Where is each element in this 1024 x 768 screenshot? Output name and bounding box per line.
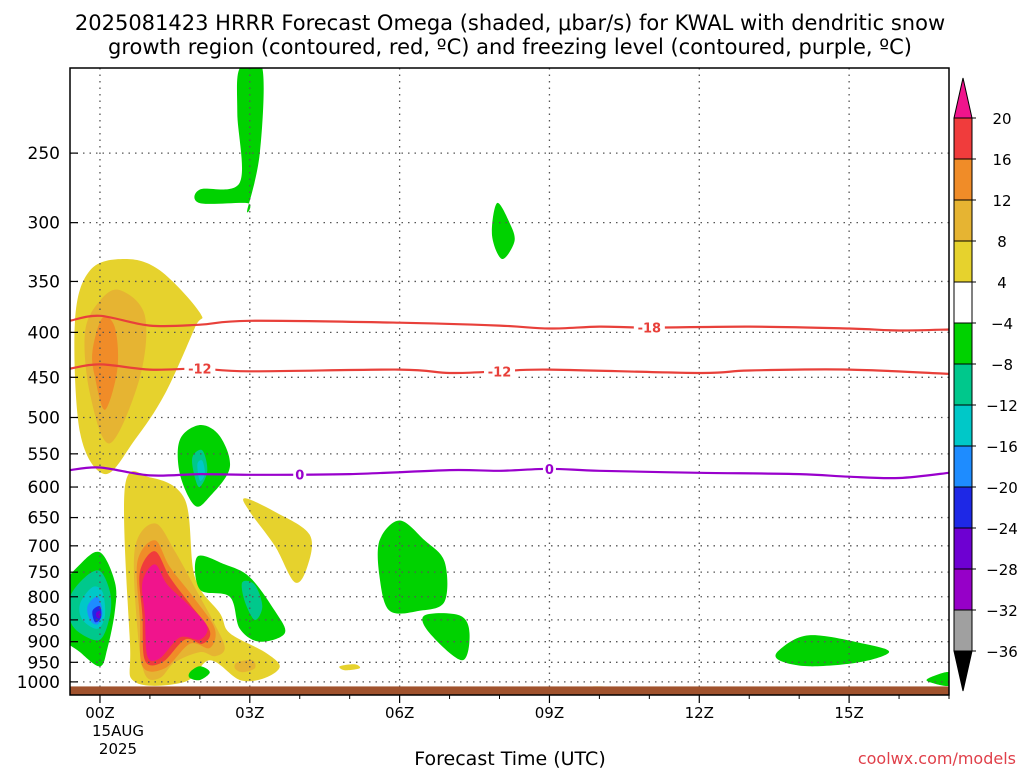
colorbar-label: 20 (992, 110, 1011, 128)
chart-title-line2: growth region (contoured, red, ºC) and f… (108, 35, 912, 59)
colorbar-label: −12 (986, 397, 1018, 415)
omega-region (491, 202, 515, 260)
contour-line (70, 363, 949, 375)
colorbar-label: −28 (986, 561, 1018, 579)
y-tick-label: 250 (28, 144, 60, 164)
ground-surface (70, 686, 949, 695)
contour-label-bg (484, 364, 516, 379)
contour-layer: -18 -12 -12 0 0 (70, 314, 949, 483)
omega-region (377, 520, 448, 614)
colorbar-label: 16 (992, 151, 1011, 169)
omega-region (339, 664, 361, 671)
colorbar-segment (953, 609, 973, 652)
contour-label: -18 (638, 322, 662, 337)
colorbar-label: −16 (986, 438, 1018, 456)
omega-region (775, 635, 890, 667)
y-tick-label: 750 (28, 563, 60, 583)
contour-label-bg (633, 320, 665, 335)
colorbar-label: −24 (986, 520, 1018, 538)
colorbar-segment (953, 240, 973, 283)
colorbar-segment (953, 363, 973, 406)
y-tick-label: 800 (28, 588, 60, 608)
y-tick-label: 900 (28, 633, 60, 653)
omega-region (422, 613, 470, 661)
y-tick-label: 1000 (17, 673, 60, 693)
colorbar: 20 16 12 8 4 −4 −8 −12 −16 −20 −24 −28 −32 −36 (953, 77, 1018, 692)
omega-region (243, 498, 313, 583)
colorbar-top-arrow (953, 77, 973, 119)
contour-label: 0 (545, 463, 554, 478)
x-tick-label: 12Z (685, 704, 714, 722)
plot-frame (69, 67, 950, 696)
omega-region (194, 555, 286, 642)
y-tick-label: 550 (28, 445, 60, 465)
colorbar-segment (953, 158, 973, 201)
colorbar-segment (953, 199, 973, 242)
colorbar-segment (953, 568, 973, 611)
pressure-axis: 2503003504004505005506006507007508008509… (17, 144, 78, 693)
colorbar-bottom-arrow (953, 650, 973, 692)
y-tick-label: 500 (28, 408, 60, 428)
y-tick-label: 650 (28, 509, 60, 529)
omega-region (234, 659, 256, 673)
omega-shading-layer (70, 68, 949, 689)
contour-label-bg (184, 361, 216, 376)
colorbar-label: −32 (986, 602, 1018, 620)
colorbar-segment (953, 404, 973, 447)
colorbar-segment (953, 445, 973, 488)
colorbar-label: −20 (986, 479, 1018, 497)
contour-label-bg (293, 467, 307, 482)
date-label-day: 15AUG (92, 722, 144, 740)
ground-layer (70, 686, 949, 695)
colorbar-label: 4 (997, 274, 1007, 292)
omega-region (926, 672, 949, 687)
time-axis: 00Z 03Z 06Z 09Z 12Z 15Z (85, 695, 950, 722)
omega-region (194, 68, 264, 213)
omega-region (92, 316, 119, 410)
credit-link[interactable]: coolwx.com/models (858, 749, 1016, 768)
y-tick-label: 350 (28, 272, 60, 292)
omega-region (95, 610, 101, 619)
omega-region (241, 580, 263, 620)
x-tick-label: 03Z (235, 704, 264, 722)
colorbar-segment (953, 322, 973, 365)
y-tick-label: 950 (28, 653, 60, 673)
y-tick-label: 400 (28, 323, 60, 343)
y-tick-label: 450 (28, 368, 60, 388)
colorbar-label: −4 (991, 315, 1013, 333)
contour-line (70, 466, 949, 480)
colorbar-segment (953, 527, 973, 570)
date-label-year: 2025 (99, 740, 137, 758)
contour-label: -12 (188, 363, 212, 378)
colorbar-label: 8 (997, 233, 1007, 251)
y-tick-label: 700 (28, 537, 60, 557)
contour-label: 0 (295, 468, 304, 483)
omega-region (188, 666, 210, 681)
colorbar-segment (953, 281, 973, 324)
colorbar-segment (953, 117, 973, 160)
contour-line (70, 314, 949, 332)
chart-title-line1: 2025081423 HRRR Forecast Omega (shaded, … (75, 11, 945, 35)
y-tick-label: 850 (28, 611, 60, 631)
x-tick-label: 00Z (85, 704, 114, 722)
omega-region (141, 564, 208, 662)
omega-region (197, 460, 205, 481)
colorbar-label: −36 (986, 643, 1018, 661)
colorbar-label: −8 (991, 356, 1013, 374)
x-tick-label: 15Z (834, 704, 863, 722)
grid-layer (70, 68, 949, 695)
colorbar-label: 12 (992, 192, 1011, 210)
x-axis-label: Forecast Time (UTC) (414, 748, 605, 768)
contour-label-bg (542, 461, 556, 476)
x-tick-label: 09Z (535, 704, 564, 722)
y-tick-label: 600 (28, 478, 60, 498)
x-tick-label: 06Z (385, 704, 414, 722)
colorbar-segment (953, 486, 973, 529)
y-tick-label: 300 (28, 214, 60, 234)
contour-label: -12 (488, 365, 512, 380)
